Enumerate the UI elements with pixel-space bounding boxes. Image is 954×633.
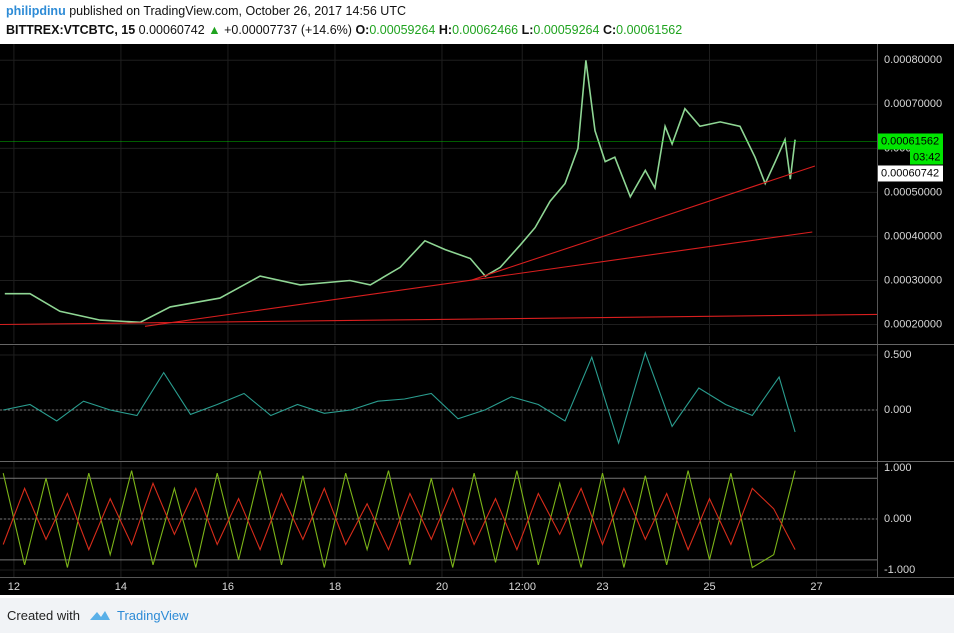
symbol: BITTREX:VTCBTC, 15 <box>6 23 136 37</box>
y-tick-label: 0.00070000 <box>884 98 942 110</box>
countdown-box <box>910 149 943 165</box>
countdown: 03:42 <box>913 151 941 163</box>
y-tick-label: -1.000 <box>884 564 915 576</box>
header: philipdinu published on TradingView.com,… <box>6 2 682 40</box>
x-tick-label: 18 <box>329 581 341 593</box>
low-label: L: <box>521 23 534 37</box>
last-price: 0.00060742 <box>138 23 205 37</box>
header-line-1: philipdinu published on TradingView.com,… <box>6 2 682 21</box>
series-line <box>4 60 796 324</box>
x-tick-label: 27 <box>810 581 822 593</box>
x-tick-label: 12 <box>8 581 20 593</box>
price-label: 0.00061562 <box>881 135 939 147</box>
y-tick-label: 0.00050000 <box>884 186 942 198</box>
y-tick-label: 0.000 <box>884 513 912 525</box>
y-tick-label: 0.00040000 <box>884 230 942 242</box>
y-tick-label: 0.000 <box>884 404 912 416</box>
logo[interactable] <box>88 607 112 623</box>
close-label: C: <box>602 23 617 37</box>
author[interactable]: philipdinu <box>6 4 66 18</box>
series-line <box>470 165 816 282</box>
high: 0.00062466 <box>452 23 519 37</box>
footer: Created with TradingView <box>0 598 954 633</box>
brand[interactable]: TradingView <box>117 608 189 623</box>
y-tick-label: 0.00030000 <box>884 274 942 286</box>
x-tick-label: 20 <box>436 581 448 593</box>
x-tick-label: 16 <box>222 581 234 593</box>
price-label-box <box>878 133 943 150</box>
header-line-2: BITTREX:VTCBTC, 15 0.00060742 ▲ +0.00007… <box>6 23 683 37</box>
series-line <box>144 231 813 327</box>
x-tick-label: 12:00 <box>508 581 536 593</box>
y-tick-label: 1.000 <box>884 462 912 474</box>
series-line <box>2 470 796 569</box>
x-tick-label: 25 <box>703 581 715 593</box>
chart: 0.00020000 0.00030000 0.00040000 0.00050000… <box>0 44 954 595</box>
series-line <box>3 351 796 445</box>
high-label: H: <box>438 23 453 37</box>
y-tick-label: 0.00080000 <box>884 54 942 66</box>
y-tick-label: 0.00020000 <box>884 318 942 330</box>
open-label: O: <box>355 23 370 37</box>
x-tick-label: 23 <box>596 581 608 593</box>
low: 0.00059264 <box>533 23 600 37</box>
change: +0.00007737 (+14.6%) <box>224 23 352 37</box>
series-line <box>0 313 878 326</box>
created-with: Created with <box>7 608 80 623</box>
published: published on TradingView.com, October 26… <box>69 4 406 18</box>
y-tick-label: 0.500 <box>884 349 912 361</box>
close: 0.00061562 <box>616 23 683 37</box>
open: 0.00059264 <box>369 23 436 37</box>
series-line <box>2 481 796 552</box>
price-label: 0.00060742 <box>881 167 939 179</box>
price-label-box <box>878 165 943 182</box>
x-tick-label: 14 <box>115 581 127 593</box>
